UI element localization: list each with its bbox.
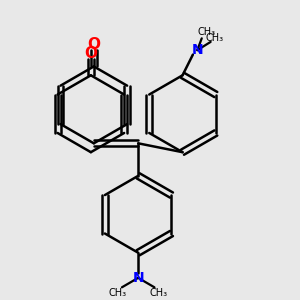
Text: N: N	[191, 43, 203, 57]
Text: O: O	[84, 46, 98, 61]
Text: CH₃: CH₃	[206, 33, 224, 43]
Text: N: N	[132, 271, 144, 285]
Text: CH₃: CH₃	[150, 288, 168, 298]
Text: CH₃: CH₃	[108, 288, 127, 298]
Text: O: O	[87, 38, 100, 52]
Text: CH₃: CH₃	[197, 27, 215, 38]
